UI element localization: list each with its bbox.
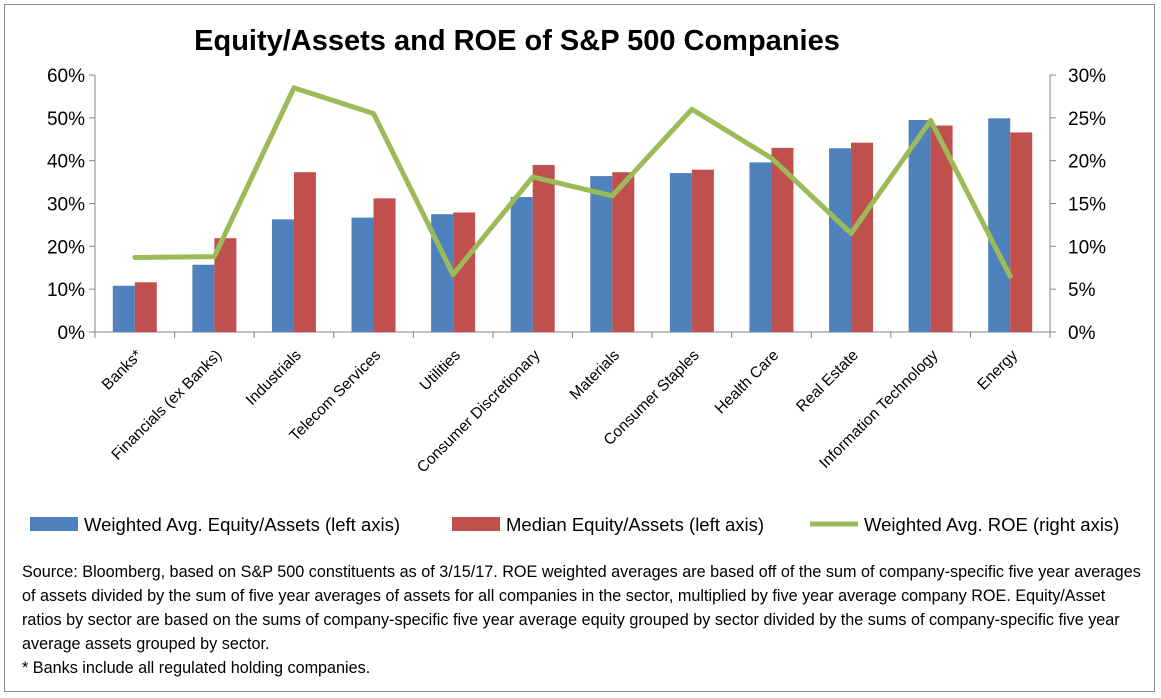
median-equity-bar xyxy=(373,198,396,332)
left-tick-label: 50% xyxy=(47,109,85,130)
right-tick-label: 5% xyxy=(1068,280,1096,301)
category-label: Utilities xyxy=(417,347,465,395)
median-equity-bar xyxy=(293,172,316,332)
right-tick-label: 20% xyxy=(1068,152,1106,173)
right-tick-label: 0% xyxy=(1068,323,1096,344)
median-equity-bar xyxy=(532,164,555,332)
category-labels: Banks*Financials (ex Banks) IndustrialsTe… xyxy=(99,347,1021,477)
right-tick-label: 15% xyxy=(1068,195,1106,216)
right-tick-label: 30% xyxy=(1068,66,1106,87)
left-tick-label: 0% xyxy=(58,323,86,344)
median-equity-bar xyxy=(612,172,635,332)
weighted-equity-bar xyxy=(908,119,931,332)
weighted-equity-bar xyxy=(351,217,374,332)
roe-line xyxy=(132,85,1013,279)
left-tick-label: 20% xyxy=(47,237,85,258)
legend-label: Weighted Avg. Equity/Assets (left axis) xyxy=(84,514,400,535)
median-equity-bar xyxy=(1010,132,1033,332)
median-equity-bar xyxy=(691,169,714,332)
weighted-equity-bar xyxy=(749,162,772,332)
chart-frame xyxy=(4,4,1155,692)
median-equity-bar xyxy=(453,212,476,332)
bars xyxy=(112,118,1033,333)
weighted-equity-bar xyxy=(271,219,294,332)
left-tick-label: 30% xyxy=(47,195,85,216)
left-tick-label: 60% xyxy=(47,66,85,87)
source-text: Source: Bloomberg, based on S&P 500 cons… xyxy=(22,563,1141,653)
weighted-equity-bar xyxy=(112,285,135,332)
category-label: Banks* xyxy=(99,347,146,394)
weighted-equity-bar xyxy=(988,118,1011,333)
category-label: Materials xyxy=(567,347,624,404)
category-label: Energy xyxy=(974,347,1021,394)
left-tick-label: 40% xyxy=(47,152,85,173)
category-label: Real Estate xyxy=(793,347,862,416)
legend-swatch-median-equity xyxy=(452,517,500,531)
footnote-text: * Banks include all regulated holding co… xyxy=(22,659,371,677)
category-label: Industrials xyxy=(243,347,305,409)
chart-title: Equity/Assets and ROE of S&P 500 Compani… xyxy=(194,25,840,57)
right-tick-label: 10% xyxy=(1068,237,1106,258)
weighted-equity-bar xyxy=(192,264,215,332)
legend: Weighted Avg. Equity/Assets (left axis) M… xyxy=(30,514,1119,535)
median-equity-bar xyxy=(930,125,953,332)
weighted-equity-bar xyxy=(829,148,852,332)
category-label: Health Care xyxy=(712,347,783,418)
right-tick-label: 25% xyxy=(1068,109,1106,130)
weighted-equity-bar xyxy=(590,176,613,332)
left-tick-label: 10% xyxy=(47,280,85,301)
legend-swatch-weighted-equity xyxy=(30,517,78,531)
source-note: Source: Bloomberg, based on S&P 500 cons… xyxy=(22,560,1142,680)
legend-label: Weighted Avg. ROE (right axis) xyxy=(864,514,1119,535)
median-equity-bar xyxy=(771,147,794,332)
axes: 0% 10% 20% 30% 40% 50% 60% 0% 5% 10% 15% 20% 25% 30% xyxy=(47,66,1106,344)
median-equity-bar xyxy=(134,282,157,332)
legend-label: Median Equity/Assets (left axis) xyxy=(506,514,764,535)
weighted-equity-bar xyxy=(510,197,533,332)
median-equity-bar xyxy=(851,142,874,332)
roe-line-path xyxy=(132,85,1013,279)
median-equity-bar xyxy=(214,238,237,332)
weighted-equity-bar xyxy=(669,173,692,332)
